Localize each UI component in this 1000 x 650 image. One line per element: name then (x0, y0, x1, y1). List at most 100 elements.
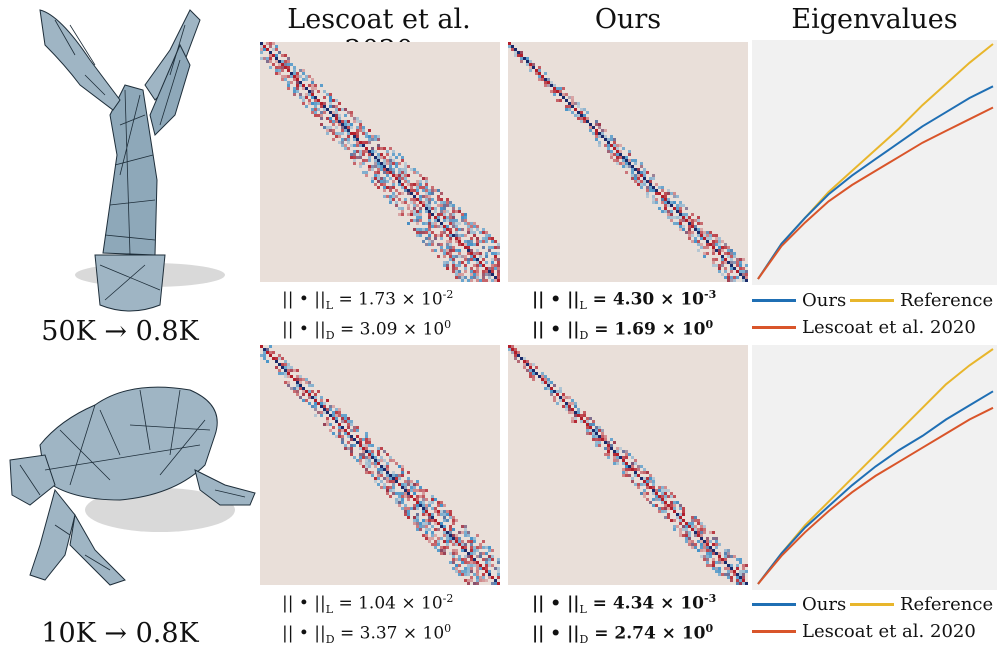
heatmap-cell (368, 159, 371, 162)
heatmap-cell (664, 210, 667, 213)
heatmap-cell (437, 204, 440, 207)
heatmap-cell (688, 219, 691, 222)
heatmap-cell (362, 453, 365, 456)
heatmap-cell (739, 558, 742, 561)
heatmap-cell (637, 465, 640, 468)
heatmap-cell (709, 549, 712, 552)
heatmap-cell (413, 489, 416, 492)
heatmap-cell (464, 570, 467, 573)
heatmap-cell (365, 471, 368, 474)
heatmap-cell (577, 114, 580, 117)
heatmap-diagonal-cell (733, 570, 736, 573)
heatmap-cell (718, 543, 721, 546)
heatmap-cell (703, 252, 706, 255)
heatmap-cell (643, 492, 646, 495)
heatmap-cell (461, 261, 464, 264)
heatmap-cell (736, 564, 739, 567)
heatmap-cell (461, 261, 464, 264)
heatmap-cell (715, 543, 718, 546)
heatmap-cell (485, 273, 488, 276)
heatmap-diagonal-cell (532, 66, 535, 69)
heatmap-cell (688, 537, 691, 540)
heatmap-cell (685, 207, 688, 210)
heatmap-cell (703, 255, 706, 258)
heatmap-cell (473, 264, 476, 267)
heatmap-cell (365, 132, 368, 135)
heatmap-cell (580, 420, 583, 423)
heatmap-cell (541, 375, 544, 378)
heatmap-cell (667, 507, 670, 510)
heatmap-cell (353, 156, 356, 159)
heatmap-cell (736, 276, 739, 279)
heatmap-cell (586, 417, 589, 420)
heatmap-cell (718, 558, 721, 561)
heatmap-cell (440, 225, 443, 228)
heatmap-cell (404, 165, 407, 168)
heatmap-cell (494, 279, 497, 282)
heatmap-diagonal-cell (281, 63, 284, 66)
heatmap-cell (281, 372, 284, 375)
heatmap-diagonal-cell (353, 135, 356, 138)
heatmap-cell (335, 120, 338, 123)
heatmap-cell (347, 111, 350, 114)
heatmap-cell (263, 57, 266, 60)
legend-reference: Reference (850, 290, 993, 311)
heatmap-cell (715, 561, 718, 564)
heatmap-cell (311, 90, 314, 93)
heatmap-cell (470, 231, 473, 234)
heatmap-cell (332, 99, 335, 102)
heatmap-cell (356, 135, 359, 138)
heatmap-cell (565, 408, 568, 411)
heatmap-cell (491, 549, 494, 552)
heatmap-diagonal-cell (697, 534, 700, 537)
heatmap-cell (383, 168, 386, 171)
heatmap-cell (302, 72, 305, 75)
heatmap-cell (706, 549, 709, 552)
heatmap-cell (485, 558, 488, 561)
heatmap-cell (467, 555, 470, 558)
heatmap-cell (688, 225, 691, 228)
heatmap-cell (386, 489, 389, 492)
heatmap-cell (452, 267, 455, 270)
heatmap-cell (461, 255, 464, 258)
heatmap-cell (670, 216, 673, 219)
heatmap-cell (470, 552, 473, 555)
heatmap-cell (458, 210, 461, 213)
heatmap-cell (461, 216, 464, 219)
heatmap-diagonal-cell (739, 273, 742, 276)
heatmap-cell (461, 261, 464, 264)
heatmap-cell (293, 387, 296, 390)
heatmap-cell (449, 537, 452, 540)
heatmap-cell (326, 126, 329, 129)
heatmap-cell (278, 369, 281, 372)
heatmap-cell (485, 270, 488, 273)
heatmap-cell (712, 252, 715, 255)
heatmap-cell (700, 531, 703, 534)
heatmap-cell (428, 243, 431, 246)
heatmap-cell (640, 162, 643, 165)
heatmap-cell (395, 156, 398, 159)
heatmap-diagonal-cell (455, 540, 458, 543)
heatmap-cell (622, 147, 625, 150)
heatmap-cell (473, 582, 476, 585)
heatmap-cell (688, 231, 691, 234)
heatmap-cell (335, 411, 338, 414)
heatmap-cell (419, 231, 422, 234)
heatmap-cell (724, 243, 727, 246)
norm-l-ours: || • ||L = 4.30 × 10-3 (532, 288, 717, 313)
heatmap-cell (401, 168, 404, 171)
heatmap-cell (482, 246, 485, 249)
heatmap-cell (682, 510, 685, 513)
heatmap-cell (541, 78, 544, 81)
heatmap-diagonal-cell (305, 87, 308, 90)
heatmap-cell (679, 201, 682, 204)
heatmap-cell (440, 246, 443, 249)
heatmap-diagonal-cell (685, 522, 688, 525)
heatmap-cell (709, 531, 712, 534)
heatmap-diagonal-cell (374, 459, 377, 462)
heatmap-diagonal-cell (631, 468, 634, 471)
heatmap-cell (389, 189, 392, 192)
heatmap-cell (488, 570, 491, 573)
heatmap-cell (371, 180, 374, 183)
heatmap-cell (589, 417, 592, 420)
